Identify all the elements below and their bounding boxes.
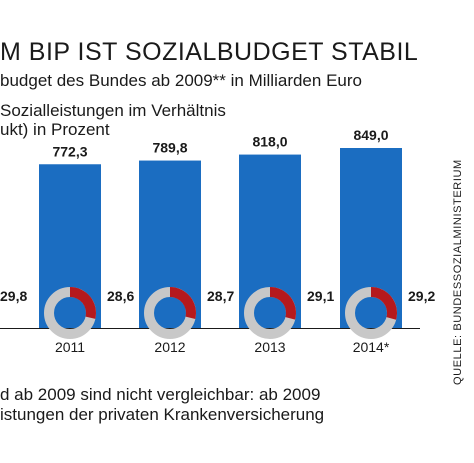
value-label-2013: 818,0	[252, 134, 287, 150]
x-tick-2012: 2012	[154, 339, 185, 355]
legend-percent-line-1: Sozialleistungen im Verhältnis	[0, 101, 226, 120]
value-label-2014*: 849,0	[353, 127, 388, 143]
chart-title: M BIP IST SOZIALBUDGET STABIL	[0, 38, 419, 66]
bar-chart: 29,8 772,3 28,6 2011 789,8 28,7 2012 818,0 29,1 2…	[0, 127, 435, 355]
ring-center-2012	[155, 298, 185, 328]
x-tick-2011: 2011	[55, 339, 85, 355]
ring-share-2011	[70, 287, 97, 319]
ring-share-2014*	[371, 287, 397, 320]
x-tick-2013: 2013	[254, 339, 285, 355]
percent-label-2013: 29,1	[307, 288, 334, 304]
percent-label-partial: 29,8	[0, 288, 27, 304]
ring-center-2011	[55, 298, 85, 328]
footnote-line-2: istungen der privaten Krankenversicherun…	[0, 405, 325, 424]
ring-center-2013	[255, 298, 285, 328]
value-label-2011: 772,3	[52, 143, 87, 159]
percent-label-2014*: 29,2	[408, 288, 435, 304]
x-tick-2014*: 2014*	[353, 339, 390, 355]
value-label-2012: 789,8	[152, 140, 187, 156]
ring-share-2012	[170, 287, 197, 319]
source-label: QUELLE: BUNDESSOZIALMINISTERIUM	[452, 159, 464, 385]
legend-percent-line-2: ukt) in Prozent	[0, 120, 110, 139]
percent-label-2011: 28,6	[107, 288, 134, 304]
footnote-line-1: d ab 2009 sind nicht vergleichbar: ab 20…	[0, 385, 321, 404]
chart-subtitle: budget des Bundes ab 2009** in Milliarde…	[0, 71, 362, 90]
ring-center-2014*	[356, 298, 386, 328]
percent-label-2012: 28,7	[207, 288, 234, 304]
ring-share-2013	[270, 287, 296, 320]
